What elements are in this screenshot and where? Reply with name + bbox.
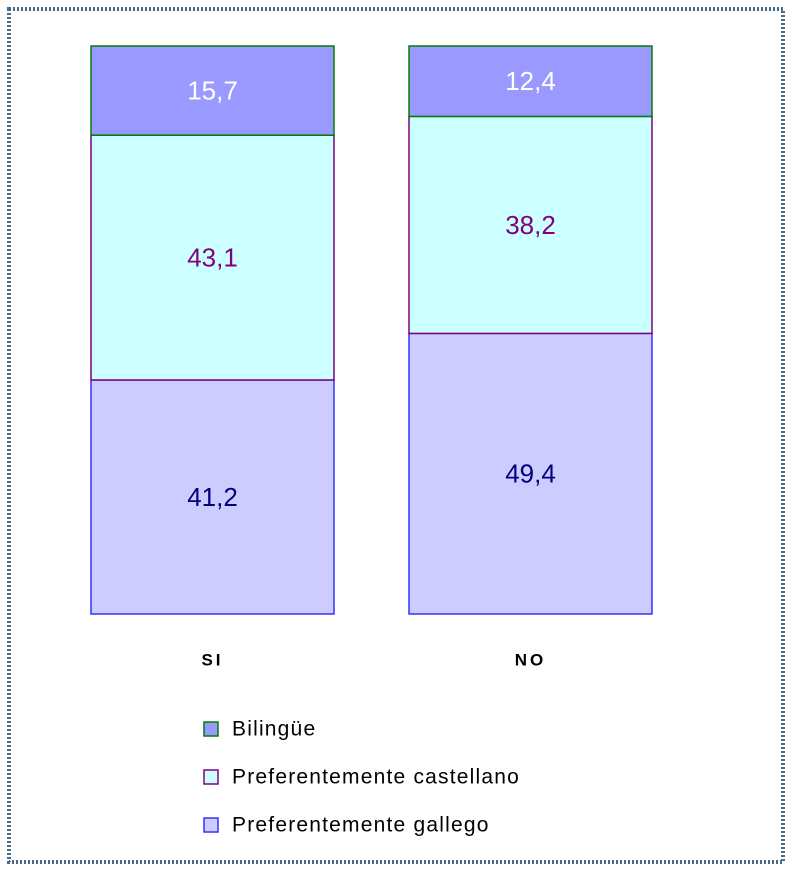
bar-segment: [90, 379, 335, 615]
legend-label: Bilingüe: [232, 718, 316, 741]
x-tick-label: SI: [201, 650, 223, 669]
data-label: 49,4: [505, 459, 556, 489]
data-label: 43,1: [187, 242, 238, 272]
legend-label: Preferentemente castellano: [232, 766, 520, 789]
data-label: 41,2: [187, 482, 238, 512]
data-label: 15,7: [187, 75, 238, 105]
legend-swatch: [203, 817, 219, 833]
x-tick-label: NO: [515, 650, 547, 669]
bar-segment: [408, 45, 653, 118]
bar-segment: [90, 45, 335, 136]
data-label: 12,4: [505, 66, 556, 96]
data-label: 38,2: [505, 210, 556, 240]
legend-swatch: [203, 769, 219, 785]
legend-swatch: [203, 721, 219, 737]
chart-border: [7, 7, 785, 864]
legend-label: Preferentemente gallego: [232, 814, 490, 837]
bar-segment: [90, 134, 335, 381]
bar-segment: [408, 332, 653, 615]
